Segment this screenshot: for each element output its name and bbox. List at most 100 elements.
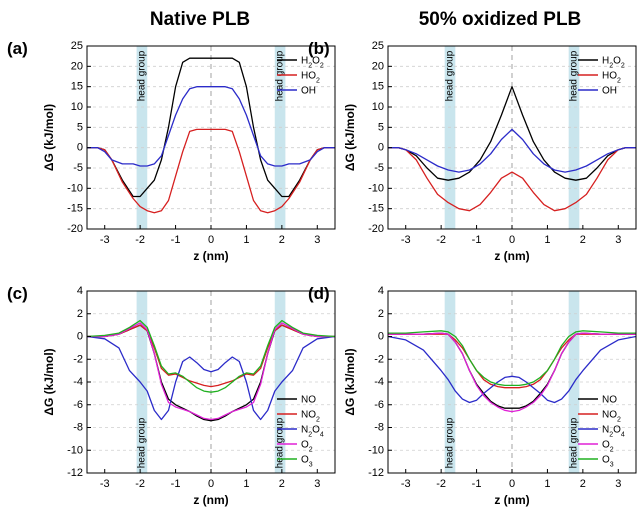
chart-panel-2: head group head group-20-15-10-5051015202… bbox=[308, 39, 637, 263]
y-tick-label: 5 bbox=[77, 121, 83, 133]
legend-label: NO bbox=[301, 395, 316, 406]
x-axis-label: z (nm) bbox=[494, 493, 529, 507]
legend-label: O3 bbox=[301, 455, 313, 469]
x-tick-label: -2 bbox=[436, 234, 446, 246]
x-tick-label: 3 bbox=[314, 478, 320, 490]
x-tick-label: -1 bbox=[171, 478, 181, 490]
x-tick-label: 2 bbox=[279, 234, 285, 246]
legend-label: NO2 bbox=[301, 410, 320, 424]
y-tick-label: 15 bbox=[372, 81, 384, 93]
x-tick-label: 3 bbox=[314, 234, 320, 246]
oxidized-plb-title: 50% oxidized PLB bbox=[419, 9, 582, 30]
series-line-no2 bbox=[87, 324, 335, 388]
y-tick-label: 4 bbox=[378, 285, 384, 297]
x-axis-label: z (nm) bbox=[193, 493, 228, 507]
head-group-band bbox=[444, 46, 456, 229]
series-line-o2 bbox=[388, 332, 636, 413]
series-line-o3 bbox=[86, 319, 336, 393]
head-group-label: head group bbox=[136, 50, 147, 101]
series-line-h2o2 bbox=[388, 86, 636, 181]
head-group-label: head group bbox=[569, 50, 580, 101]
y-tick-label: 25 bbox=[372, 40, 384, 52]
y-axis-label: ΔG (kJ/mol) bbox=[42, 348, 56, 415]
y-tick-label: 0 bbox=[378, 331, 384, 343]
y-tick-label: 4 bbox=[77, 285, 83, 297]
y-tick-label: -4 bbox=[374, 376, 384, 388]
panel-label: (b) bbox=[308, 39, 330, 58]
legend-label: NO bbox=[602, 395, 617, 406]
x-axis-label: z (nm) bbox=[193, 249, 228, 263]
native-plb-title: Native PLB bbox=[150, 9, 250, 30]
y-tick-label: -8 bbox=[73, 422, 83, 434]
x-tick-label: -2 bbox=[135, 478, 145, 490]
x-tick-label: -2 bbox=[436, 478, 446, 490]
panel-label: (a) bbox=[7, 39, 28, 58]
x-tick-label: 1 bbox=[544, 478, 550, 490]
head-group-label: head group bbox=[445, 417, 456, 468]
x-tick-label: -3 bbox=[100, 478, 110, 490]
x-tick-label: -1 bbox=[472, 234, 482, 246]
y-tick-label: -10 bbox=[67, 444, 83, 456]
x-tick-label: 0 bbox=[208, 478, 214, 490]
series-line-o2 bbox=[87, 322, 335, 421]
series-line-oh bbox=[87, 86, 335, 167]
y-tick-label: -12 bbox=[67, 467, 83, 479]
y-tick-label: -20 bbox=[368, 223, 384, 235]
y-tick-label: -15 bbox=[368, 203, 384, 215]
y-tick-label: 0 bbox=[77, 331, 83, 343]
chart-panel-4: head group head group-12-10-8-6-4-2024-3-… bbox=[308, 284, 637, 507]
x-tick-label: -1 bbox=[171, 234, 181, 246]
x-tick-label: 2 bbox=[279, 478, 285, 490]
legend-label: H2O2 bbox=[602, 56, 625, 70]
y-tick-label: -4 bbox=[73, 376, 83, 388]
legend-label: N2O4 bbox=[301, 425, 324, 439]
panel-label: (d) bbox=[308, 284, 330, 303]
x-tick-label: -2 bbox=[135, 234, 145, 246]
y-tick-label: 0 bbox=[77, 142, 83, 154]
y-tick-label: -8 bbox=[374, 422, 384, 434]
x-tick-label: 0 bbox=[208, 234, 214, 246]
x-tick-label: -3 bbox=[100, 234, 110, 246]
x-tick-label: -3 bbox=[401, 478, 411, 490]
y-tick-label: 10 bbox=[71, 101, 83, 113]
y-tick-label: -10 bbox=[368, 444, 384, 456]
series-line-ho2 bbox=[87, 128, 335, 214]
head-group-label: head group bbox=[136, 417, 147, 468]
y-axis-label: ΔG (kJ/mol) bbox=[42, 104, 56, 171]
x-tick-label: 2 bbox=[580, 234, 586, 246]
chart-panel-3: head group head group-12-10-8-6-4-2024-3-… bbox=[7, 284, 336, 507]
legend-label: O3 bbox=[602, 455, 614, 469]
series-line-no bbox=[388, 332, 636, 409]
y-tick-label: -10 bbox=[67, 182, 83, 194]
y-tick-label: 0 bbox=[378, 142, 384, 154]
legend-label: HO2 bbox=[301, 71, 320, 85]
y-tick-label: -6 bbox=[374, 399, 384, 411]
y-tick-label: 5 bbox=[378, 121, 384, 133]
y-tick-label: -5 bbox=[374, 162, 384, 174]
y-tick-label: 10 bbox=[372, 101, 384, 113]
x-tick-label: 0 bbox=[509, 478, 515, 490]
head-group-label: head group bbox=[275, 50, 286, 101]
y-tick-label: 20 bbox=[71, 60, 83, 72]
head-group-label: head group bbox=[569, 417, 580, 468]
x-tick-label: 0 bbox=[509, 234, 515, 246]
series-line-ho2 bbox=[388, 147, 636, 212]
y-tick-label: 20 bbox=[372, 60, 384, 72]
legend-label: NO2 bbox=[602, 410, 621, 424]
head-group-label: head group bbox=[275, 417, 286, 468]
head-group-band bbox=[274, 46, 286, 229]
y-tick-label: -10 bbox=[368, 182, 384, 194]
chart-panel-1: head group head group-20-15-10-5051015202… bbox=[7, 39, 336, 263]
y-tick-label: 2 bbox=[77, 308, 83, 320]
x-tick-label: -1 bbox=[472, 478, 482, 490]
y-tick-label: -15 bbox=[67, 203, 83, 215]
head-group-band bbox=[568, 46, 580, 229]
y-tick-label: -2 bbox=[73, 353, 83, 365]
series-line-n2o4 bbox=[387, 335, 637, 404]
legend-label: O2 bbox=[301, 440, 313, 454]
legend-label: O2 bbox=[602, 440, 614, 454]
